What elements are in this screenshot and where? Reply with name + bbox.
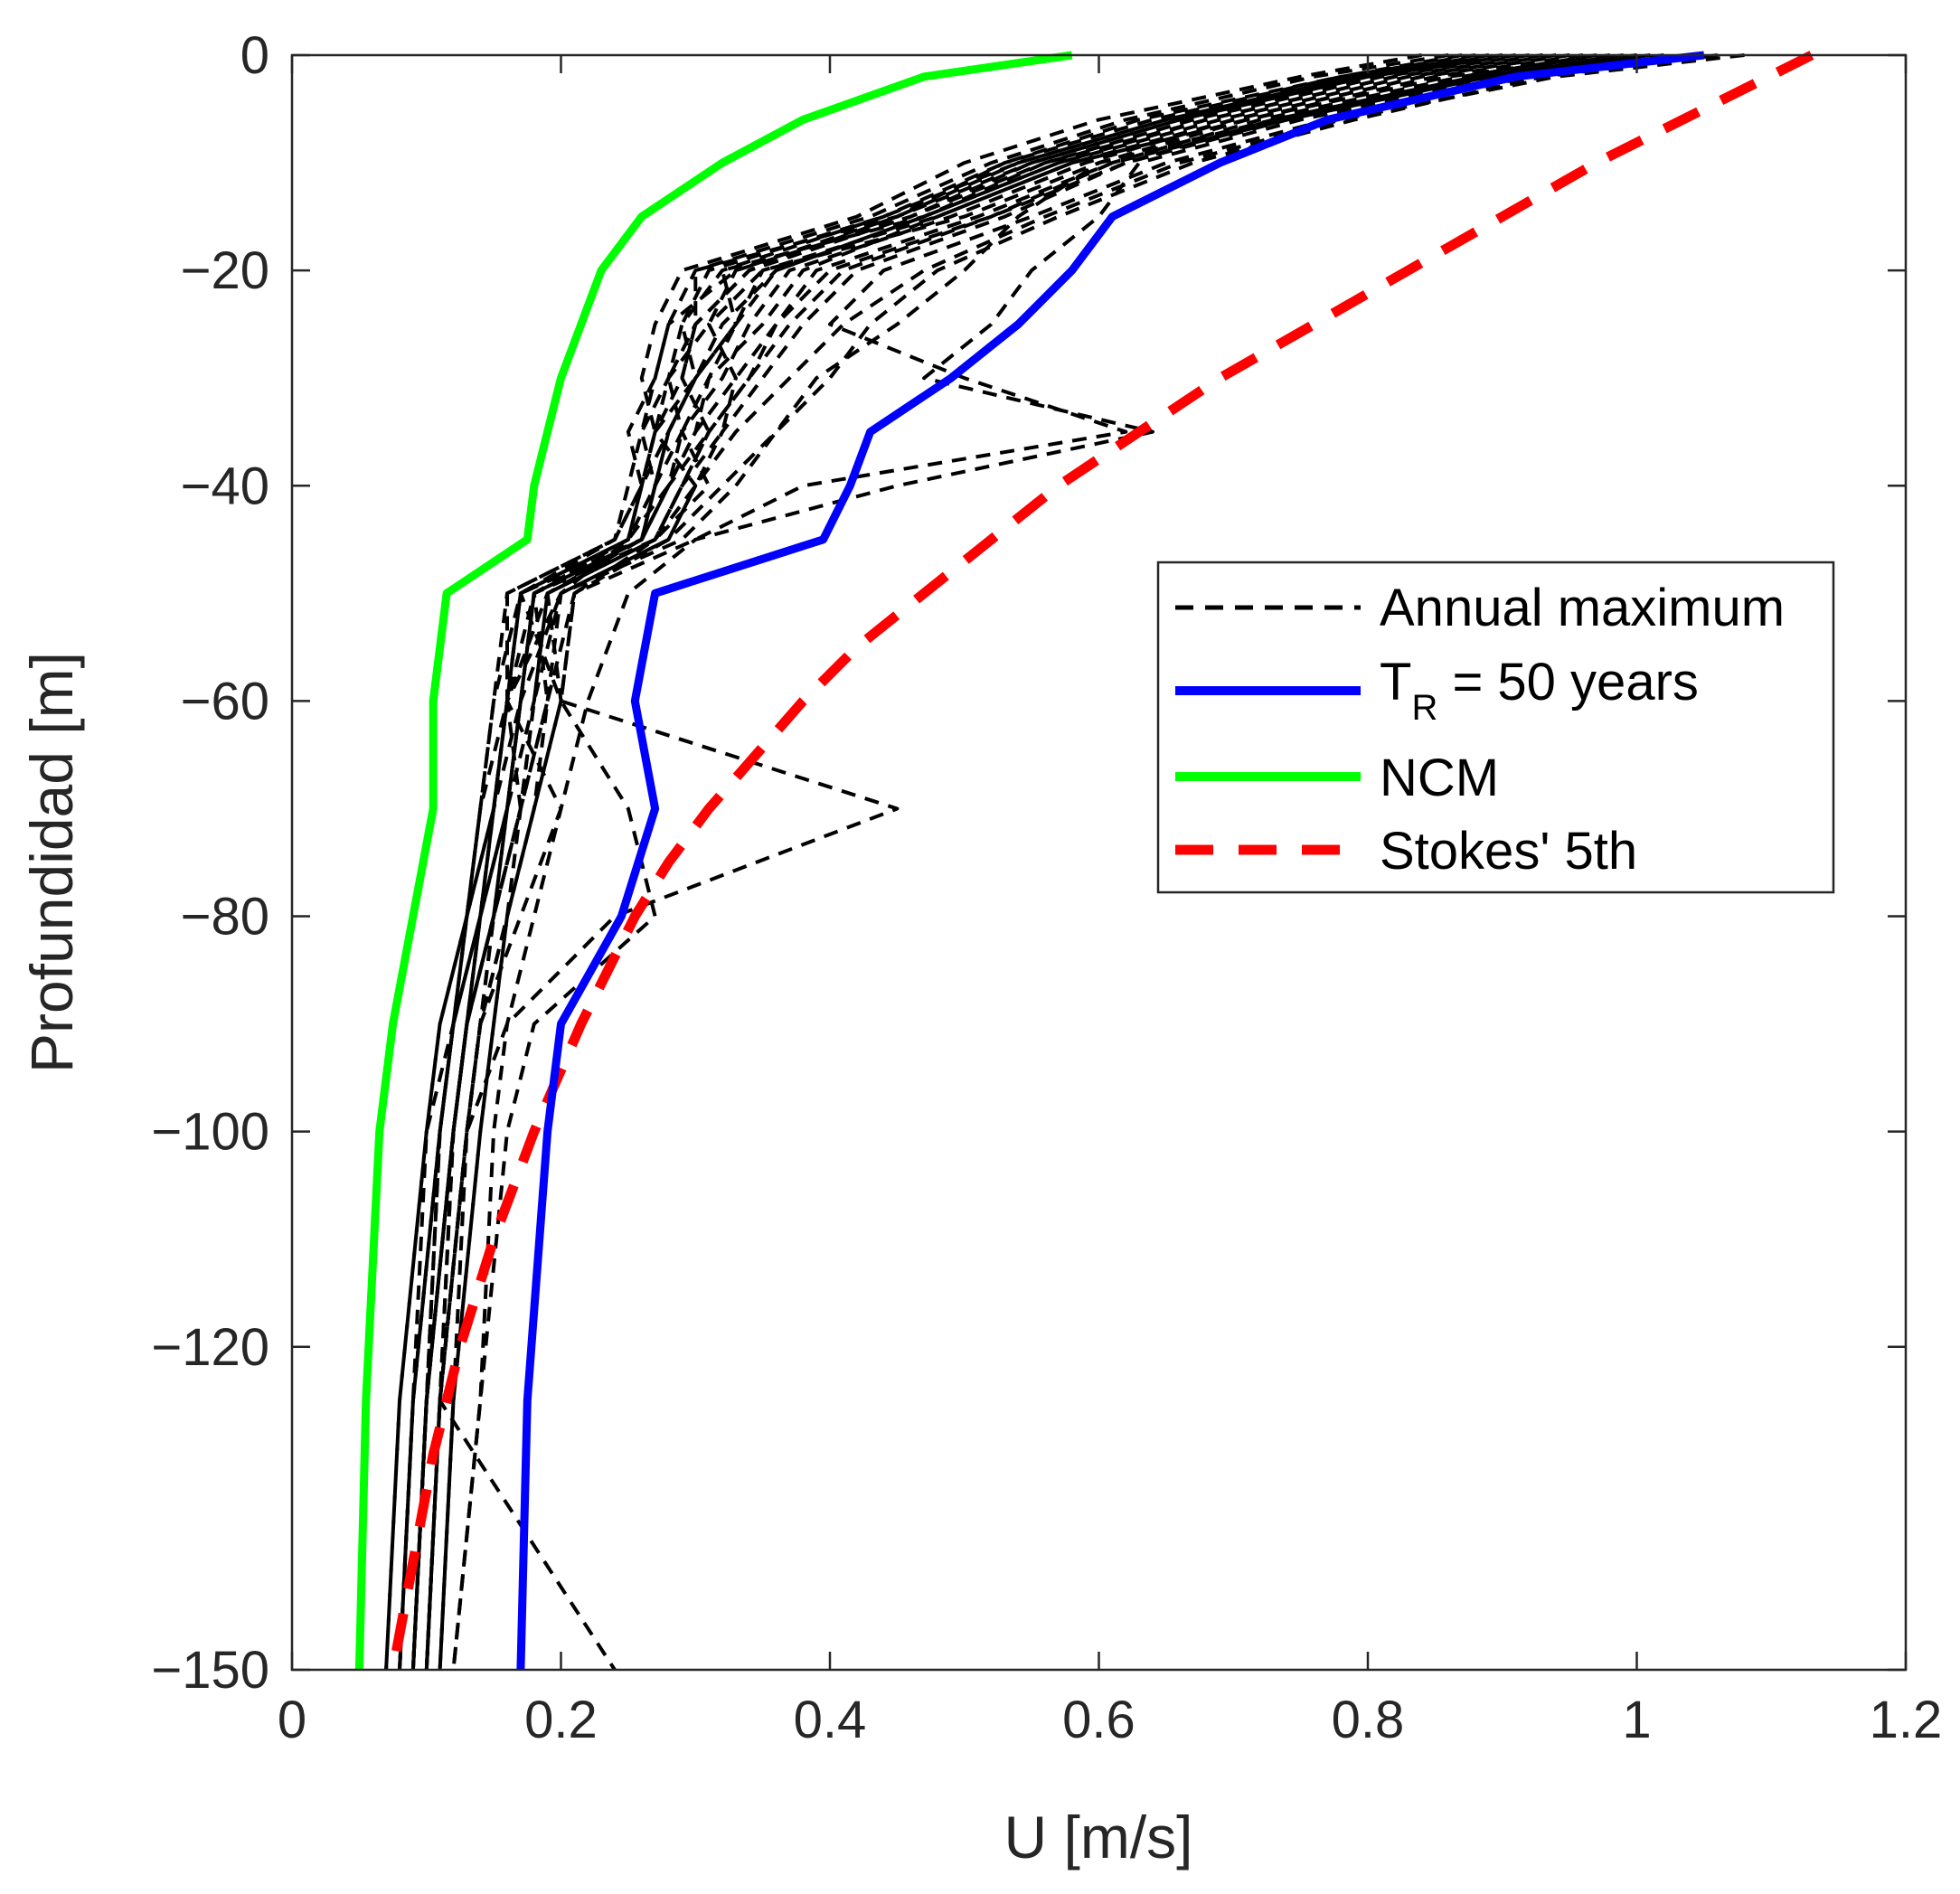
- annual-maximum-line-23: [398, 53, 1503, 1671]
- y-tick-label-7: −150: [151, 1641, 269, 1700]
- stokes-5th-line: [388, 51, 1814, 1672]
- legend-label-stokes: Stokes' 5th: [1380, 822, 1637, 881]
- y-tick-label-4: −80: [181, 888, 269, 947]
- x-axis-label: U [m/s]: [1004, 1804, 1193, 1870]
- x-tick-label-4: 0.8: [1332, 1691, 1405, 1749]
- legend-label-tr50-rest: = 50 years: [1437, 653, 1699, 711]
- legend-label-annual-maximum: Annual maximum: [1380, 579, 1785, 637]
- y-tick-label-3: −60: [181, 672, 269, 730]
- y-tick-label-2: −40: [181, 457, 269, 515]
- y-tick-label-1: −20: [181, 241, 269, 300]
- ticks-layer: 0 0.2 0.4 0.6 0.8 1 1.2 0 −20 −40 −60 −80 −100 −120 −1…: [151, 26, 1942, 1749]
- x-tick-label-5: 1: [1622, 1691, 1651, 1749]
- x-tick-label-2: 0.4: [794, 1691, 867, 1749]
- annual-maximum-line-25: [410, 53, 1543, 1671]
- legend-label-tr50-subscript: R: [1411, 688, 1437, 728]
- legend-box: [1156, 561, 1835, 894]
- annual-maximum-line-18: [438, 53, 1691, 1671]
- legend-label-tr50: TR = 50 years: [1380, 653, 1699, 728]
- legend: Annual maximum TR = 50 years NCM Stokes'…: [1156, 561, 1835, 894]
- legend-label-ncm: NCM: [1380, 749, 1499, 807]
- x-tick-label-0: 0: [278, 1691, 306, 1749]
- y-tick-label-6: −120: [151, 1318, 269, 1377]
- x-tick-label-3: 0.6: [1062, 1691, 1135, 1749]
- series-layer: [354, 51, 1814, 1672]
- tr50-line: [516, 51, 1705, 1671]
- x-tick-label-1: 0.2: [524, 1691, 598, 1749]
- x-tick-label-6: 1.2: [1870, 1691, 1943, 1749]
- annual-maximum-line-24: [424, 53, 1637, 1671]
- annual-maximum-line-15: [384, 53, 1449, 1671]
- annual-maximum-line-7: [424, 53, 1570, 1671]
- y-tick-label-0: 0: [240, 26, 269, 85]
- y-tick-label-5: −100: [151, 1103, 269, 1162]
- annual-maximum-line-21: [451, 53, 1719, 1671]
- y-axis-label: Profundidad [m]: [18, 652, 85, 1073]
- legend-label-tr50-main: T: [1380, 653, 1411, 711]
- ncm-line: [354, 51, 1073, 1671]
